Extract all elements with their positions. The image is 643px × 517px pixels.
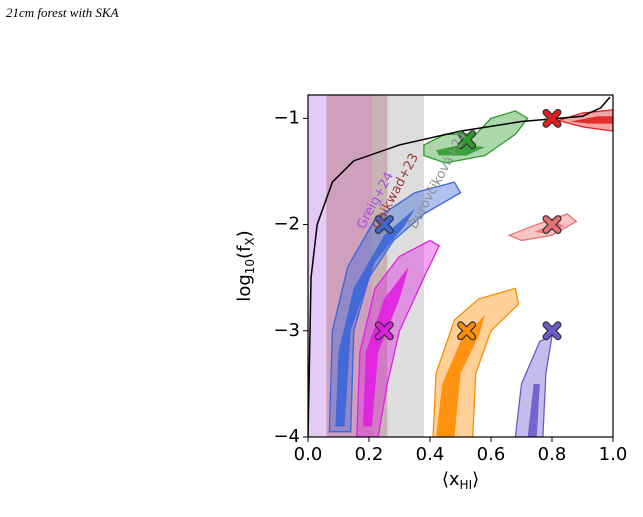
truth-marker-fill [458,131,475,148]
contour-inner [362,267,409,427]
y-label-part: 10 [243,259,257,274]
x-tick-label: 1.0 [599,444,628,465]
y-tick-text: −2 [273,214,300,235]
y-tick-label: −3 [273,320,300,341]
y-axis-label: log10(fX) [234,230,257,301]
curve [308,96,611,437]
x-axis-label: ⟨xHI⟩ [442,469,479,492]
contour-outer [356,239,440,437]
y-label-part: (f [234,245,255,259]
plot-frame [307,94,614,438]
x-tick-label: 0.0 [294,444,323,465]
truth-marker-fill [543,322,561,340]
contour-inner [335,208,415,427]
x-tick-label: 0.4 [416,444,445,465]
y-tick-label: −4 [273,426,300,447]
y-tick-text: −4 [273,426,300,447]
y-label-part: X [243,237,257,245]
y-tick-text: −3 [273,320,300,341]
x-label-part: HI [460,478,473,492]
truth-marker-fill [543,216,561,233]
x-tick-label: 0.8 [538,444,567,465]
contour-inner [436,314,485,437]
x-label-part: ⟨x [442,469,460,490]
contour-outer [328,181,462,433]
axes: 0.0 0.2 0.4 0.6 0.8 1.0 −4 −3 −2 −1 ⟨xHI⟩ log10(fX) [234,94,628,492]
y-tick-label: −1 [273,107,300,128]
contour-inner [527,383,540,437]
y-label-part: ) [234,230,255,237]
y-tick-text: −1 [273,107,300,128]
y-tick-label: −2 [273,214,300,235]
truth-marker-fill [458,322,475,340]
truth-marker-fill [376,216,393,233]
header: 21cm forest with SKA [6,5,119,20]
truth-marker-fill [376,322,393,340]
y-label-part: log [234,274,255,301]
x-tick-label: 0.2 [355,444,384,465]
truth-marker-fill [543,110,561,127]
x-tick-label: 0.6 [477,444,506,465]
x-label-part: ⟩ [472,469,479,490]
contour-inner [570,116,613,124]
